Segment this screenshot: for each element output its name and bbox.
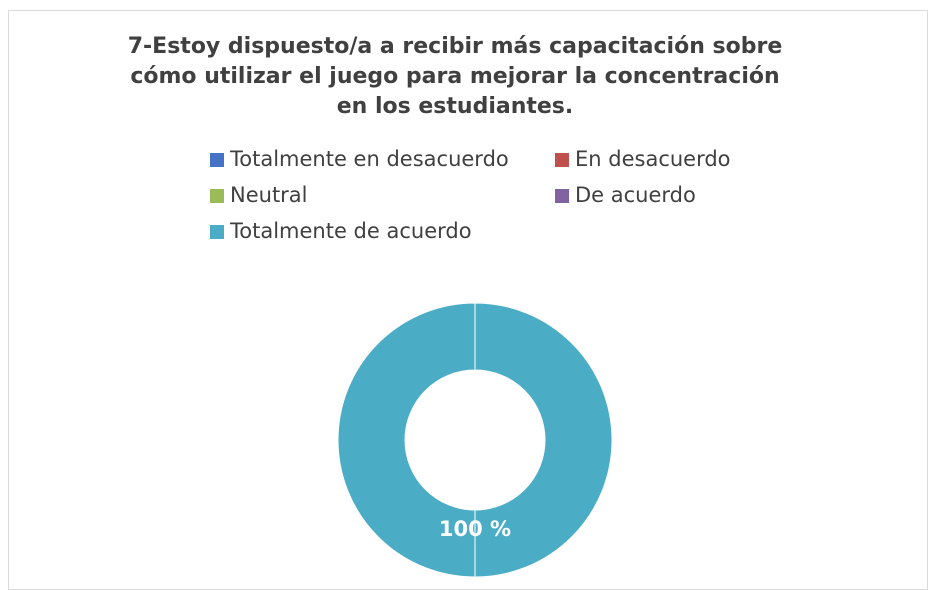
legend-swatch [555, 153, 569, 167]
legend-label: Totalmente en desacuerdo [229, 147, 509, 171]
legend-swatch [555, 189, 569, 203]
data-label: 100 % [439, 517, 511, 541]
legend-label: Neutral [230, 183, 308, 207]
legend-swatch [210, 189, 224, 203]
legend-label: En desacuerdo [575, 147, 731, 171]
legend-swatch [210, 153, 224, 167]
legend-swatch [210, 225, 224, 239]
donut-segment [337, 302, 613, 578]
legend-label: De acuerdo [575, 183, 696, 207]
chart-title: 7-Estoy dispuesto/a a recibir más capaci… [127, 34, 783, 119]
legend-label: Totalmente de acuerdo [229, 219, 472, 243]
